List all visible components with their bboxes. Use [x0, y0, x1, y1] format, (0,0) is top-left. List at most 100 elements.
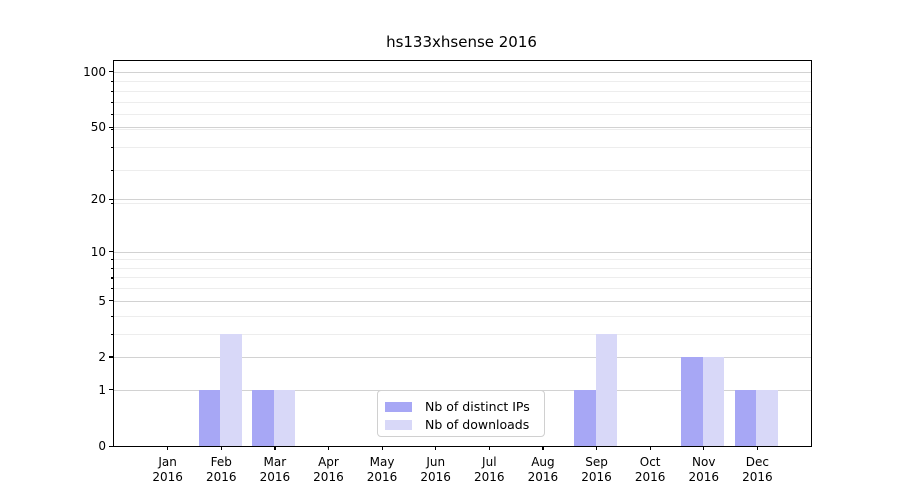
- gridline-minor: [114, 128, 811, 130]
- bar-distinct-ips: [681, 356, 703, 446]
- bar-distinct-ips: [198, 389, 221, 446]
- gridline-major: [114, 300, 811, 302]
- bar-downloads: [273, 389, 296, 446]
- x-tick-year: 2016: [474, 470, 505, 484]
- y-minor-tick-mark: [111, 81, 114, 83]
- x-tick-label: Feb 2016: [193, 455, 249, 485]
- x-tick-year: 2016: [634, 470, 666, 484]
- x-tick-year: 2016: [152, 470, 183, 484]
- gridline-minor: [114, 288, 811, 290]
- y-tick-mark: [109, 126, 113, 128]
- bar-downloads: [595, 333, 618, 446]
- x-tick-label: Oct 2016: [622, 455, 678, 485]
- x-tick-mark: [381, 446, 383, 450]
- gridline-minor: [114, 203, 811, 205]
- x-tick-month: Feb: [210, 455, 232, 469]
- bar-distinct-ips: [252, 389, 274, 446]
- y-tick-label: 2: [98, 349, 106, 364]
- gridline-minor: [114, 267, 811, 269]
- x-tick-year: 2016: [581, 470, 612, 484]
- y-tick-label: 0: [98, 439, 106, 453]
- gridline-minor: [114, 101, 811, 103]
- x-tick-month: Apr: [318, 455, 339, 469]
- y-minor-tick-mark: [111, 267, 114, 270]
- gridline-minor: [114, 333, 811, 335]
- x-tick-month: Jul: [482, 455, 497, 469]
- gridline-major: [114, 71, 811, 73]
- y-tick-label: 100: [83, 64, 106, 79]
- x-tick-mark: [596, 446, 598, 450]
- bar-downloads: [220, 333, 242, 446]
- x-tick-mark: [649, 446, 651, 450]
- gridline-major: [114, 251, 811, 253]
- bar-distinct-ips: [574, 389, 596, 446]
- legend-item-downloads: Nb of downloads: [385, 416, 544, 433]
- x-tick-label: Sep 2016: [569, 455, 625, 485]
- x-tick-year: 2016: [366, 470, 398, 484]
- x-tick-month: May: [369, 455, 395, 469]
- gridline-minor: [114, 315, 811, 317]
- x-tick-year: 2016: [259, 470, 291, 484]
- x-tick-label: Jul 2016: [461, 455, 517, 485]
- y-minor-tick-mark: [111, 315, 114, 317]
- legend-item-distinct-ips: Nb of distinct IPs: [385, 398, 544, 415]
- x-tick-month: Mar: [263, 455, 287, 469]
- legend-swatch-distinct-ips: [385, 401, 412, 412]
- x-tick-label: Mar 2016: [247, 455, 303, 485]
- x-tick-label: Jun 2016: [408, 455, 464, 485]
- x-tick-month: Jun: [426, 455, 446, 469]
- y-minor-tick-mark: [111, 114, 114, 116]
- chart-title: hs133xhsense 2016: [386, 33, 537, 51]
- x-tick-mark: [274, 446, 276, 450]
- x-tick-year: 2016: [420, 470, 451, 484]
- x-tick-mark: [435, 446, 437, 450]
- x-tick-year: 2016: [688, 470, 720, 484]
- x-tick-month: Nov: [692, 455, 716, 469]
- x-tick-mark: [167, 446, 169, 450]
- x-tick-label: Nov 2016: [676, 455, 732, 485]
- y-minor-tick-mark: [111, 333, 114, 335]
- gridline-minor: [114, 81, 811, 83]
- x-tick-label: Jan 2016: [140, 455, 196, 485]
- y-minor-tick-mark: [111, 101, 114, 103]
- bar-downloads: [756, 389, 778, 446]
- legend-label-downloads: Nb of downloads: [425, 417, 530, 432]
- y-tick-mark: [109, 300, 113, 302]
- x-tick-month: Jan: [158, 455, 177, 469]
- x-tick-label: May 2016: [354, 455, 410, 485]
- x-tick-year: 2016: [742, 470, 773, 484]
- gridline-minor: [114, 259, 811, 261]
- x-tick-month: Aug: [531, 455, 555, 469]
- gridline-major: [114, 127, 811, 129]
- bar-distinct-ips: [734, 389, 757, 446]
- x-tick-mark: [327, 446, 330, 450]
- x-tick-label: Apr 2016: [300, 455, 356, 485]
- y-minor-tick-mark: [111, 146, 114, 149]
- bar-downloads: [702, 356, 725, 446]
- x-tick-month: Dec: [745, 455, 769, 469]
- x-tick-year: 2016: [205, 470, 237, 484]
- y-minor-tick-mark: [111, 203, 114, 205]
- x-tick-mark: [756, 446, 759, 450]
- x-tick-label: Dec 2016: [729, 455, 785, 485]
- legend: Nb of distinct IPs Nb of downloads: [377, 390, 545, 437]
- y-minor-tick-mark: [111, 170, 114, 172]
- y-minor-tick-mark: [111, 288, 114, 290]
- gridline-minor: [114, 170, 811, 172]
- y-tick-mark: [109, 389, 113, 391]
- y-tick-mark: [109, 198, 113, 200]
- gridline-minor: [114, 114, 811, 116]
- gridline-minor: [114, 146, 811, 148]
- x-tick-mark: [220, 446, 222, 450]
- y-minor-tick-mark: [111, 90, 114, 92]
- gridline-minor: [114, 277, 811, 279]
- y-tick-label: 10: [90, 244, 106, 259]
- x-tick-month: Sep: [585, 455, 608, 469]
- y-minor-tick-mark: [111, 259, 114, 261]
- y-tick-label: 5: [98, 293, 106, 308]
- x-tick-label: Aug 2016: [515, 455, 571, 485]
- x-tick-mark: [488, 446, 490, 450]
- y-minor-tick-mark: [111, 277, 114, 279]
- y-tick-mark: [109, 71, 113, 73]
